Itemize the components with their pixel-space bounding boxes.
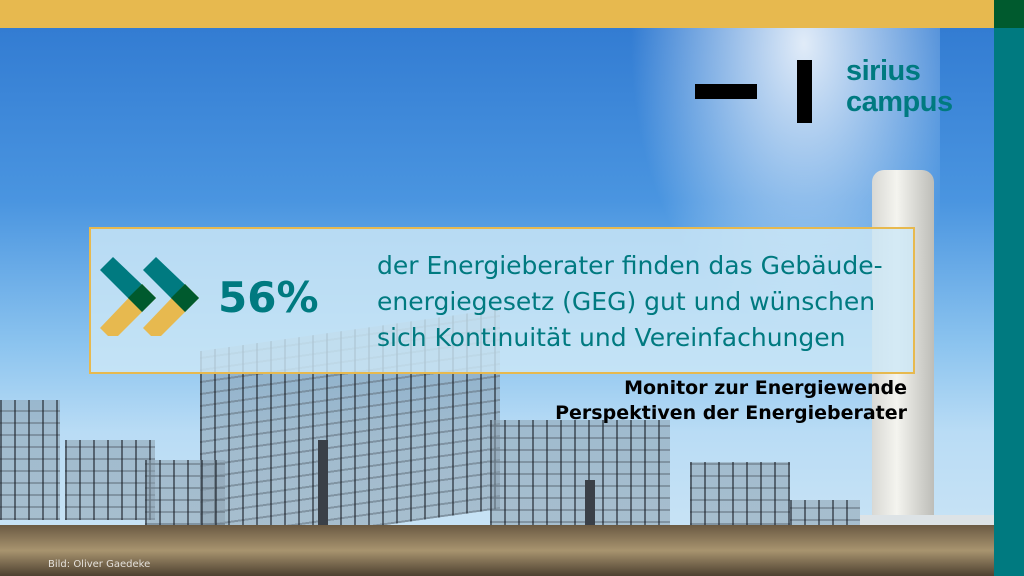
panel-post <box>585 480 595 540</box>
stat-statement: der Energieberater finden das Gebäude-en… <box>377 251 883 352</box>
stat-box <box>89 227 915 374</box>
logo-line1: sirius <box>846 55 921 87</box>
side-accent-bar <box>994 28 1024 576</box>
subtitle: Monitor zur Energiewende Perspektiven de… <box>555 376 907 426</box>
subtitle-line2: Perspektiven der Energieberater <box>555 402 907 424</box>
stat-value: 56% <box>218 273 319 322</box>
double-chevron-right-icon <box>100 257 199 336</box>
photo-credit: Bild: Oliver Gaedeke <box>48 559 151 570</box>
logo-dash-mark <box>695 84 757 99</box>
solar-panel <box>145 460 225 525</box>
logo-line2: campus <box>846 86 953 118</box>
chevron-1 <box>100 257 156 336</box>
chevron-2 <box>143 257 199 336</box>
solar-panel <box>490 420 670 535</box>
solar-panel <box>690 462 790 537</box>
top-accent-bar <box>0 0 994 28</box>
ground <box>0 525 994 576</box>
logo-bar-mark <box>797 60 812 123</box>
panel-post <box>318 440 328 540</box>
subtitle-line1: Monitor zur Energiewende <box>624 377 907 399</box>
solar-panel <box>65 440 155 520</box>
side-accent-top <box>994 0 1024 28</box>
logo-text: sirius campus <box>846 56 953 118</box>
solar-panel <box>0 400 60 520</box>
